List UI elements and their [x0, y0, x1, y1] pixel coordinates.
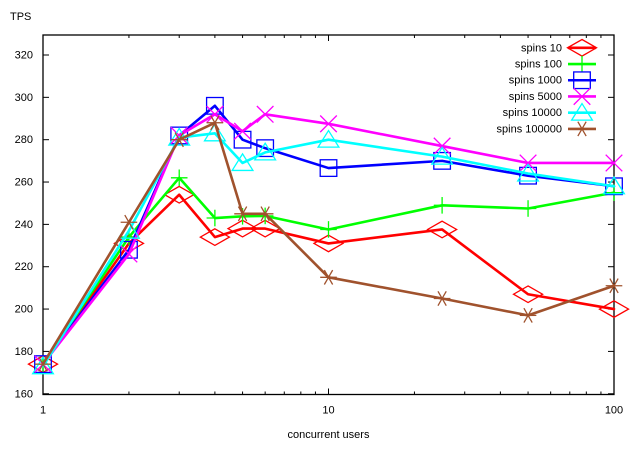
svg-text:180: 180: [15, 346, 33, 358]
svg-text:300: 300: [15, 92, 33, 104]
svg-text:concurrent users: concurrent users: [288, 429, 370, 441]
svg-text:spins 100: spins 100: [515, 59, 562, 71]
svg-text:TPS: TPS: [10, 11, 31, 23]
svg-text:1: 1: [40, 405, 46, 417]
svg-text:320: 320: [15, 50, 33, 62]
svg-text:240: 240: [15, 219, 33, 231]
svg-text:spins 10000: spins 10000: [503, 107, 562, 119]
svg-text:spins 5000: spins 5000: [509, 91, 562, 103]
svg-text:260: 260: [15, 177, 33, 189]
svg-text:100: 100: [605, 405, 623, 417]
svg-text:spins 100000: spins 100000: [497, 123, 562, 135]
svg-text:280: 280: [15, 134, 33, 146]
svg-text:200: 200: [15, 304, 33, 316]
svg-text:spins 1000: spins 1000: [509, 75, 562, 87]
svg-text:10: 10: [322, 405, 334, 417]
svg-text:160: 160: [15, 388, 33, 400]
svg-text:220: 220: [15, 261, 33, 273]
svg-text:spins 10: spins 10: [521, 42, 562, 54]
